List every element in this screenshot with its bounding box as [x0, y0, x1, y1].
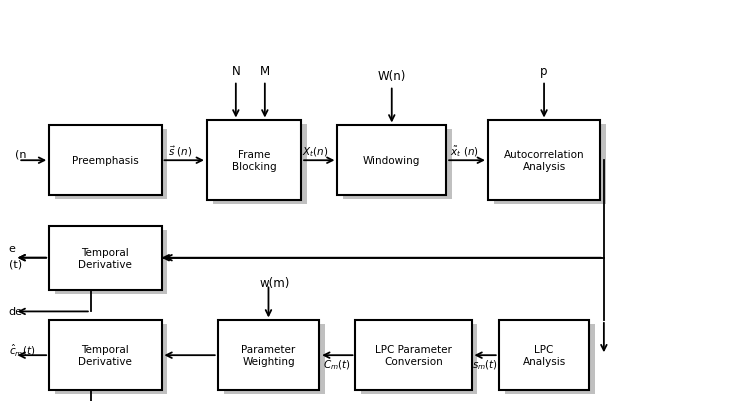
FancyBboxPatch shape	[207, 121, 301, 200]
FancyBboxPatch shape	[505, 324, 595, 394]
Text: de: de	[9, 307, 23, 317]
Text: LPC
Analysis: LPC Analysis	[522, 345, 565, 366]
Text: Autocorrelation
Analysis: Autocorrelation Analysis	[504, 150, 585, 172]
FancyBboxPatch shape	[49, 126, 161, 196]
Text: $\tilde{x}_t\ (n)$: $\tilde{x}_t\ (n)$	[451, 144, 480, 159]
Text: $X_t(n)$: $X_t(n)$	[303, 145, 329, 159]
Text: Preemphasis: Preemphasis	[72, 156, 138, 166]
FancyBboxPatch shape	[49, 321, 161, 390]
Text: (n: (n	[15, 149, 26, 159]
Text: e: e	[9, 243, 16, 253]
Text: W(n): W(n)	[377, 70, 406, 83]
FancyBboxPatch shape	[55, 324, 167, 394]
Text: $\hat{c}_m(t)$: $\hat{c}_m(t)$	[9, 341, 36, 357]
FancyBboxPatch shape	[355, 321, 471, 390]
Text: $\vec{s}\ (n)$: $\vec{s}\ (n)$	[168, 145, 193, 159]
FancyBboxPatch shape	[343, 130, 452, 200]
Text: w(m): w(m)	[259, 276, 289, 289]
Text: Frame
Blocking: Frame Blocking	[232, 150, 276, 172]
Text: $s_m(t)$: $s_m(t)$	[472, 357, 498, 371]
FancyBboxPatch shape	[212, 125, 307, 205]
Text: (t): (t)	[9, 259, 22, 269]
Text: Windowing: Windowing	[363, 156, 420, 166]
FancyBboxPatch shape	[337, 126, 446, 196]
FancyBboxPatch shape	[218, 321, 319, 390]
FancyBboxPatch shape	[494, 125, 606, 205]
FancyBboxPatch shape	[55, 230, 167, 294]
Text: Temporal
Derivative: Temporal Derivative	[78, 345, 132, 366]
FancyBboxPatch shape	[488, 121, 600, 200]
Text: M: M	[260, 64, 270, 77]
FancyBboxPatch shape	[49, 226, 161, 290]
Text: $C_m(t)$: $C_m(t)$	[323, 357, 352, 371]
FancyBboxPatch shape	[361, 324, 477, 394]
Text: LPC Parameter
Conversion: LPC Parameter Conversion	[375, 345, 452, 366]
Text: Temporal
Derivative: Temporal Derivative	[78, 247, 132, 269]
FancyBboxPatch shape	[499, 321, 589, 390]
Text: p: p	[540, 64, 548, 77]
FancyBboxPatch shape	[223, 324, 325, 394]
Text: N: N	[232, 64, 240, 77]
Text: Parameter
Weighting: Parameter Weighting	[241, 345, 295, 366]
FancyBboxPatch shape	[55, 130, 167, 200]
